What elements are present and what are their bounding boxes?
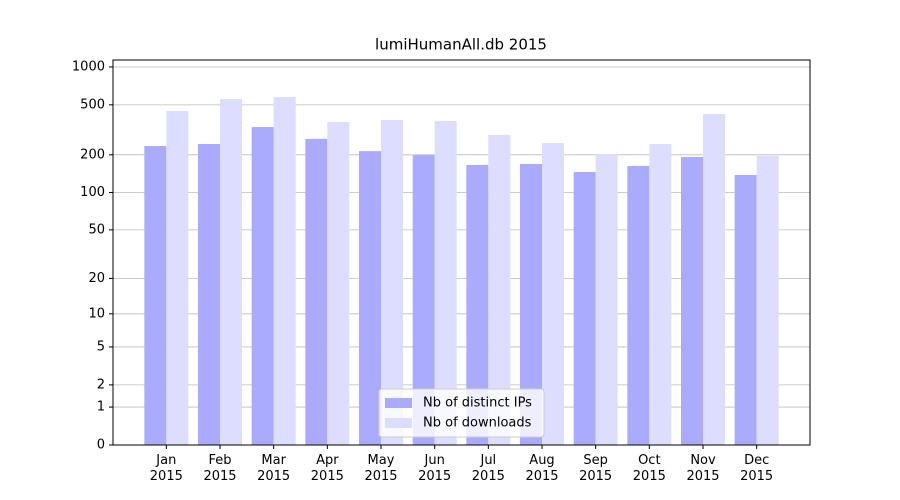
bar	[649, 143, 672, 445]
x-tick-label: Jun 2015	[418, 453, 452, 484]
bar	[573, 171, 596, 445]
bar	[305, 138, 328, 445]
bar	[488, 134, 511, 445]
bar	[251, 127, 274, 445]
x-tick-label: Mar 2015	[257, 453, 291, 484]
plot-frame	[112, 59, 811, 446]
y-tick-label: 5	[97, 339, 105, 354]
bar	[166, 110, 189, 446]
legend-swatch	[385, 418, 412, 428]
y-tick-label: 1000	[72, 59, 105, 74]
x-tick-label: Oct 2015	[632, 453, 666, 484]
y-tick-label: 50	[88, 222, 105, 237]
y-tick-label: 500	[80, 97, 105, 112]
legend-box	[378, 388, 545, 438]
y-tick-label: 10	[88, 306, 105, 321]
bar	[734, 174, 757, 446]
bar	[327, 122, 350, 445]
bar	[144, 146, 167, 445]
y-tick-label: 200	[80, 147, 105, 162]
x-tick-label: May 2015	[364, 453, 398, 484]
y-tick-label: 100	[80, 185, 105, 200]
bar	[220, 99, 243, 446]
bar	[756, 155, 779, 446]
bar	[519, 163, 542, 445]
legend-swatch	[385, 398, 412, 408]
x-tick-label: Feb 2015	[203, 453, 237, 484]
chart-title: lumiHumanAll.db 2015	[375, 36, 547, 54]
y-tick-label: 2	[97, 377, 105, 392]
x-tick-label: Jan 2015	[149, 453, 183, 484]
x-tick-label: Dec 2015	[740, 453, 774, 484]
bar	[595, 154, 618, 446]
x-tick-label: Nov 2015	[686, 453, 720, 484]
legend-label: Nb of downloads	[423, 416, 532, 431]
y-tick-label: 1	[97, 400, 105, 415]
y-tick-label: 0	[97, 438, 105, 453]
x-tick-label: Jul 2015	[471, 453, 505, 484]
bar	[358, 151, 381, 446]
x-tick-label: Aug 2015	[525, 453, 559, 484]
bar	[434, 120, 457, 445]
bar	[381, 119, 404, 446]
x-tick-label: Apr 2015	[310, 453, 344, 484]
y-tick-label: 20	[88, 271, 105, 286]
bar	[680, 157, 703, 445]
x-tick-label: Sep 2015	[579, 453, 613, 484]
bar	[197, 143, 220, 445]
bar	[412, 155, 435, 445]
bar	[542, 143, 565, 445]
bar	[273, 97, 296, 445]
bar	[627, 165, 650, 445]
bar	[466, 164, 489, 446]
legend-label: Nb of distinct IPs	[423, 396, 532, 411]
bar	[703, 113, 726, 446]
